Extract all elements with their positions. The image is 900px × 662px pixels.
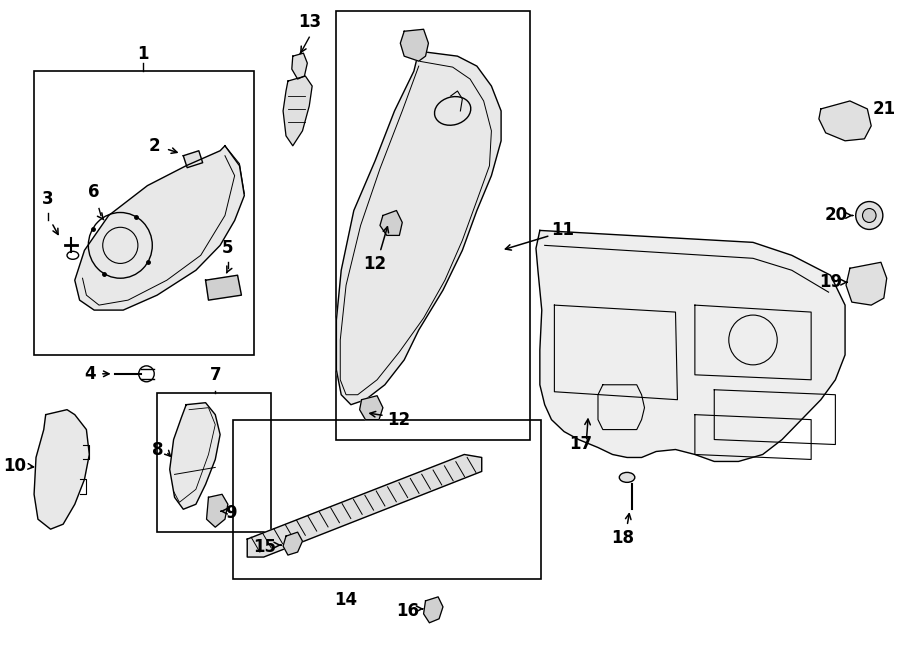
Bar [34,71,254,355]
Polygon shape [846,262,886,305]
Text: 1: 1 [137,45,148,63]
Bar [233,420,541,579]
Text: 10: 10 [4,457,26,475]
Text: 12: 12 [364,256,387,273]
Circle shape [862,209,876,222]
Text: 16: 16 [396,602,418,620]
Text: 4: 4 [85,365,96,383]
Text: 12: 12 [387,410,410,428]
Polygon shape [184,151,202,167]
Bar [337,11,530,440]
Polygon shape [205,275,241,300]
Text: 20: 20 [824,207,848,224]
Polygon shape [424,597,443,623]
Text: 9: 9 [225,504,237,522]
Polygon shape [337,51,501,404]
Text: 3: 3 [41,189,53,207]
Polygon shape [536,230,845,461]
Circle shape [856,201,883,230]
Text: 5: 5 [222,239,234,258]
Text: 14: 14 [335,591,357,609]
Polygon shape [206,495,228,527]
Text: 13: 13 [298,13,320,31]
Polygon shape [170,402,220,509]
Text: 2: 2 [148,137,160,155]
Polygon shape [380,211,402,236]
Text: 8: 8 [152,440,164,459]
Polygon shape [400,29,428,61]
Text: 19: 19 [819,273,842,291]
Polygon shape [75,146,244,310]
Polygon shape [284,76,312,146]
Text: 18: 18 [611,529,634,547]
Polygon shape [248,455,482,557]
Polygon shape [34,410,89,529]
Text: 7: 7 [210,366,221,384]
Text: 17: 17 [569,434,592,453]
Polygon shape [284,532,302,555]
Text: 15: 15 [253,538,276,556]
Polygon shape [360,396,382,420]
Ellipse shape [619,473,634,483]
Bar [158,393,272,532]
Text: 6: 6 [88,183,100,201]
Polygon shape [292,53,307,79]
Polygon shape [819,101,871,141]
Text: 11: 11 [552,221,574,240]
Text: 21: 21 [872,100,896,118]
